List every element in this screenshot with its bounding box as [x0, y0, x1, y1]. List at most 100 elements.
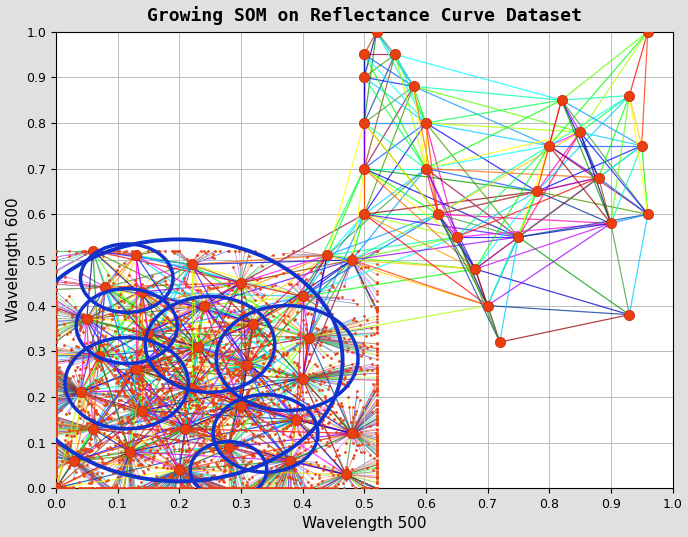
Point — [151, 422, 162, 430]
Point — [164, 295, 175, 303]
Point — [205, 406, 216, 415]
Point — [371, 347, 382, 355]
Point — [274, 484, 285, 492]
Point — [136, 280, 147, 288]
Point — [160, 334, 171, 343]
Point — [221, 484, 232, 492]
Point — [282, 324, 293, 333]
Point — [193, 429, 204, 438]
Point — [123, 458, 134, 467]
Point — [345, 364, 356, 372]
Point — [350, 426, 361, 435]
Point — [319, 394, 330, 402]
Point — [129, 471, 140, 480]
Point — [420, 164, 431, 173]
Point — [100, 283, 111, 292]
Point — [241, 339, 252, 348]
Point — [206, 446, 217, 454]
Point — [315, 380, 326, 389]
Point — [322, 251, 333, 260]
Point — [292, 331, 303, 339]
Point — [202, 418, 213, 427]
Point — [125, 352, 136, 360]
Point — [225, 463, 236, 471]
Point — [371, 347, 382, 356]
Point — [170, 435, 181, 444]
Point — [250, 398, 261, 407]
Point — [290, 315, 301, 323]
Point — [371, 467, 382, 476]
Point — [252, 439, 264, 448]
Point — [260, 484, 271, 492]
Point — [283, 252, 294, 260]
Point — [50, 379, 61, 387]
Point — [146, 362, 157, 371]
Point — [164, 354, 175, 363]
Point — [127, 311, 138, 320]
Point — [237, 437, 248, 446]
Point — [165, 484, 176, 492]
Point — [78, 371, 89, 379]
Point — [63, 463, 74, 472]
Point — [257, 448, 268, 456]
Point — [174, 411, 185, 419]
Point — [50, 381, 61, 390]
Point — [233, 367, 244, 375]
Point — [67, 352, 78, 360]
Point — [257, 359, 268, 367]
Point — [270, 484, 281, 492]
Point — [371, 457, 382, 466]
Point — [255, 409, 266, 418]
Point — [50, 337, 61, 345]
Point — [268, 311, 279, 320]
Point — [371, 397, 382, 406]
Point — [180, 425, 191, 433]
Point — [214, 402, 225, 410]
Point — [325, 361, 336, 369]
Point — [116, 353, 127, 362]
Point — [191, 447, 202, 456]
Point — [265, 317, 276, 325]
Point — [119, 375, 130, 383]
Point — [215, 474, 226, 482]
Point — [186, 388, 197, 396]
Point — [371, 451, 382, 460]
Point — [162, 484, 173, 492]
Point — [352, 387, 363, 396]
Point — [143, 484, 154, 492]
Point — [50, 484, 61, 492]
Point — [213, 423, 224, 431]
Point — [346, 375, 357, 384]
Point — [371, 270, 382, 279]
Point — [50, 350, 61, 358]
Point — [636, 141, 647, 150]
Point — [213, 427, 224, 436]
Point — [371, 396, 382, 404]
Point — [50, 358, 61, 366]
Point — [371, 306, 382, 315]
Point — [103, 415, 114, 423]
Point — [201, 249, 212, 257]
Point — [146, 474, 157, 483]
Point — [50, 307, 61, 316]
Point — [215, 418, 226, 426]
Point — [119, 312, 130, 321]
Point — [102, 476, 113, 484]
Point — [170, 393, 181, 401]
Point — [248, 451, 259, 459]
Point — [259, 400, 270, 408]
Point — [118, 403, 129, 411]
Point — [70, 249, 81, 257]
Point — [203, 484, 214, 492]
Point — [341, 439, 352, 447]
Point — [279, 378, 290, 386]
Point — [214, 361, 225, 370]
Point — [208, 407, 219, 415]
Point — [206, 361, 217, 370]
Point — [239, 351, 250, 359]
Point — [371, 484, 382, 492]
Point — [274, 365, 285, 373]
Point — [138, 484, 149, 492]
Point — [158, 302, 169, 311]
Point — [361, 484, 372, 492]
